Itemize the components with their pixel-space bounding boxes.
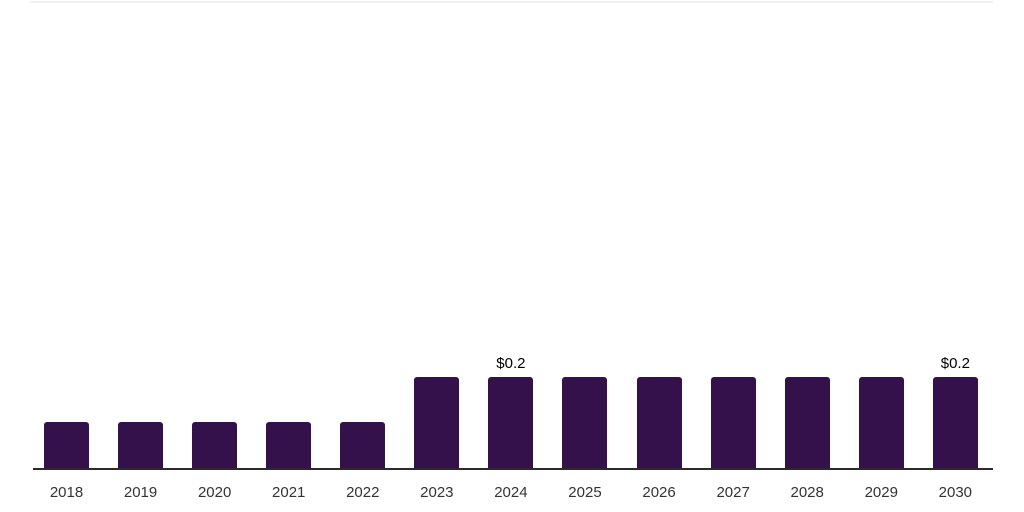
x-tick-label-2026: 2026 [642,484,676,501]
bar-2027[interactable] [710,377,756,468]
x-tick-label-2028: 2028 [790,484,824,501]
bar-2024[interactable] [488,377,534,468]
x-tick-label-2021: 2021 [272,484,306,501]
x-tick-label-2023: 2023 [420,484,454,501]
bar-2030[interactable] [932,377,978,468]
x-tick-label-2029: 2029 [864,484,898,501]
bar-2025[interactable] [562,377,608,468]
value-label-2030: $0.2 [940,355,970,372]
bar-2021[interactable] [266,422,312,468]
x-tick-label-2030: 2030 [938,484,973,501]
x-axis-line [33,468,993,470]
chart-top-border [30,1,993,3]
bar-2022[interactable] [340,422,386,468]
bar-2029[interactable] [858,377,904,468]
x-tick-label-2027: 2027 [716,484,750,501]
bar-2028[interactable] [784,377,830,468]
bar-2026[interactable] [636,377,682,468]
x-tick-label-2019: 2019 [123,484,158,501]
bar-2020[interactable] [192,422,238,468]
x-tick-label-2022: 2022 [346,484,380,501]
value-label-2024: $0.2 [496,355,526,372]
x-tick-label-2025: 2025 [568,484,602,501]
bar-2019[interactable] [118,422,164,468]
bar-2023[interactable] [414,377,460,468]
x-tick-label-2024: 2024 [494,484,528,501]
x-tick-label-2020: 2020 [197,484,232,501]
x-tick-label-2018: 2018 [49,484,84,501]
bar-2018[interactable] [44,422,89,468]
